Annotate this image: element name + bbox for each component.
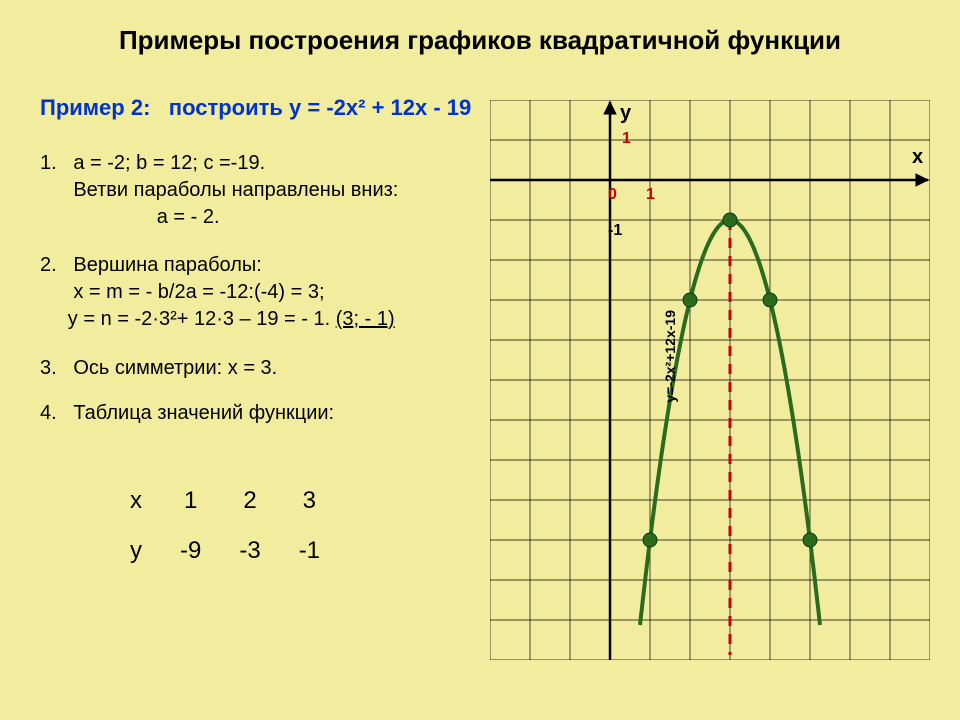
slide-page: Примеры построения графиков квадратичной… xyxy=(0,0,960,720)
step-4-l1: Таблица значений функции: xyxy=(73,402,334,424)
step-2-l1: Вершина параболы: xyxy=(73,254,261,276)
page-title: Примеры построения графиков квадратичной… xyxy=(0,25,960,56)
step-2: 2. Вершина параболы: x = m = - b/2a = -1… xyxy=(40,252,480,333)
label-one-y: 1 xyxy=(622,130,631,148)
table-row-y: y -9 -3 -1 xyxy=(112,527,338,575)
step-1: 1. a = -2; b = 12; c =-19. Ветви парабол… xyxy=(40,150,480,231)
subtitle-lead: Пример 2: xyxy=(40,95,150,120)
y-axis-label: y xyxy=(620,102,631,125)
step-2-num: 2. xyxy=(40,254,57,276)
example-subtitle: Пример 2: построить y = -2x² + 12x - 19 xyxy=(40,95,471,121)
table-y-val-1: -3 xyxy=(221,527,278,575)
table-y-val-0: -9 xyxy=(162,527,219,575)
step-1-l1: a = -2; b = 12; c =-19. xyxy=(73,152,265,174)
step-2-l3b: (3; - 1) xyxy=(336,308,395,330)
step-2-l2: x = m = - b/2a = -12:(-4) = 3; xyxy=(73,281,324,303)
table-y-label: y xyxy=(112,527,160,575)
table-x-val-0: 1 xyxy=(162,477,219,525)
label-neg-one: -1 xyxy=(608,222,622,240)
value-table: x 1 2 3 y -9 -3 -1 xyxy=(110,475,340,577)
step-4: 4. Таблица значений функции: xyxy=(40,400,480,427)
table-x-val-2: 3 xyxy=(281,477,338,525)
step-3: 3. Ось симметрии: x = 3. xyxy=(40,355,480,382)
table-x-label: x xyxy=(112,477,160,525)
step-1-l2: Ветви параболы направлены вниз: xyxy=(73,179,398,201)
label-zero: 0 xyxy=(608,186,617,204)
step-1-num: 1. xyxy=(40,152,57,174)
table-x-val-1: 2 xyxy=(221,477,278,525)
curve-label: y=-2x²+12x-19 xyxy=(662,310,678,403)
chart-area: y x 0 1 1 -1 y=-2x²+12x-19 xyxy=(490,100,945,660)
table-row-x: x 1 2 3 xyxy=(112,477,338,525)
chart-svg xyxy=(490,100,930,660)
step-3-num: 3. xyxy=(40,357,57,379)
step-4-num: 4. xyxy=(40,402,57,424)
x-axis-label: x xyxy=(912,146,923,169)
table-y-val-2: -1 xyxy=(281,527,338,575)
label-one-x: 1 xyxy=(646,186,655,204)
step-2-l3a: y = n = -2·3²+ 12·3 – 19 = - 1. xyxy=(68,308,336,330)
subtitle-rest: построить y = -2x² + 12x - 19 xyxy=(169,95,472,120)
step-1-l3: a = - 2. xyxy=(157,206,220,228)
step-3-l1: Ось симметрии: x = 3. xyxy=(73,357,277,379)
